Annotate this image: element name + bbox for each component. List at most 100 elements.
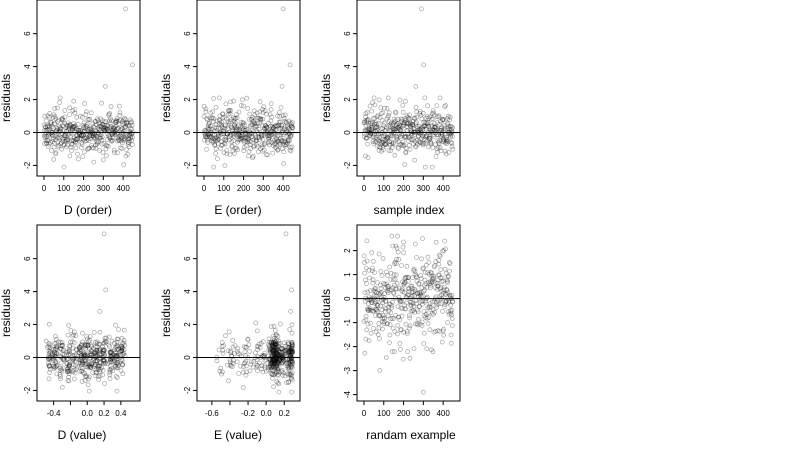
data-point [70, 126, 75, 132]
data-point [420, 389, 426, 395]
data-point [69, 368, 75, 374]
data-point [81, 128, 87, 134]
data-point [83, 364, 89, 370]
data-point [92, 119, 98, 125]
data-point [273, 332, 279, 338]
data-point [86, 145, 92, 151]
data-point [426, 137, 432, 143]
data-point [417, 292, 423, 298]
data-point [122, 124, 128, 130]
data-point [82, 129, 88, 135]
data-point [64, 360, 70, 366]
y-tick-label: 2 [343, 248, 352, 253]
data-point [277, 340, 283, 346]
data-point [394, 245, 400, 251]
data-point [266, 356, 272, 362]
data-point [101, 340, 107, 346]
data-point [279, 130, 285, 136]
data-point [205, 117, 210, 123]
data-point [405, 121, 410, 127]
data-point [89, 145, 95, 151]
data-point [219, 369, 225, 375]
data-point [259, 142, 265, 148]
data-point [449, 129, 455, 135]
data-point [398, 263, 404, 269]
data-point [204, 134, 210, 140]
data-point [96, 120, 102, 126]
data-point [82, 378, 88, 383]
data-point [361, 120, 367, 126]
data-point [203, 109, 209, 115]
data-point [417, 139, 423, 145]
data-point [442, 238, 448, 244]
data-point [48, 119, 54, 125]
data-point [271, 358, 277, 364]
data-point [277, 321, 283, 327]
data-point [206, 120, 212, 126]
data-point [274, 360, 280, 366]
data-point [73, 352, 79, 358]
data-point [81, 124, 87, 130]
data-point [89, 126, 95, 132]
data-point [93, 354, 98, 360]
data-point [428, 285, 433, 290]
data-point [234, 139, 240, 145]
data-point [367, 297, 373, 302]
data-point [58, 346, 63, 351]
data-point [362, 128, 368, 134]
data-point [444, 141, 450, 146]
data-point [216, 136, 222, 142]
data-point [250, 128, 256, 134]
data-point [118, 348, 124, 354]
data-point [58, 354, 64, 359]
data-point [65, 120, 71, 126]
data-point [287, 344, 293, 350]
data-point [83, 360, 89, 366]
data-point [436, 129, 442, 135]
data-point [52, 358, 58, 364]
data-point [272, 362, 278, 368]
data-point [201, 130, 207, 136]
data-point [288, 357, 294, 363]
data-point [286, 366, 292, 372]
data-point [446, 130, 451, 136]
data-point [369, 268, 375, 274]
data-point [286, 345, 292, 351]
data-point [433, 154, 439, 159]
data-point [113, 353, 119, 359]
data-point [100, 149, 106, 155]
data-point [273, 350, 279, 356]
data-point [124, 147, 129, 153]
data-point [92, 131, 97, 137]
data-point [268, 360, 274, 366]
data-point [100, 367, 106, 373]
data-point [284, 360, 290, 366]
data-point [414, 307, 420, 313]
data-point [377, 144, 383, 150]
data-point [113, 120, 119, 125]
data-point [43, 138, 49, 144]
data-point [377, 135, 383, 141]
data-point [216, 347, 222, 353]
data-point [42, 128, 47, 133]
data-point [440, 290, 446, 296]
data-point [72, 125, 77, 131]
data-point [259, 354, 265, 360]
data-point [257, 109, 263, 115]
data-point [368, 131, 374, 137]
data-point [46, 360, 51, 366]
data-point [215, 141, 221, 147]
data-point [202, 137, 208, 143]
data-point [273, 127, 279, 133]
data-point [123, 153, 129, 159]
data-point [102, 347, 107, 353]
data-point [426, 116, 432, 121]
data-point [55, 105, 60, 111]
data-point [286, 347, 292, 353]
data-point [77, 136, 83, 142]
data-point [126, 144, 132, 150]
data-point [108, 357, 113, 363]
data-point [286, 126, 292, 132]
data-point [274, 351, 280, 356]
